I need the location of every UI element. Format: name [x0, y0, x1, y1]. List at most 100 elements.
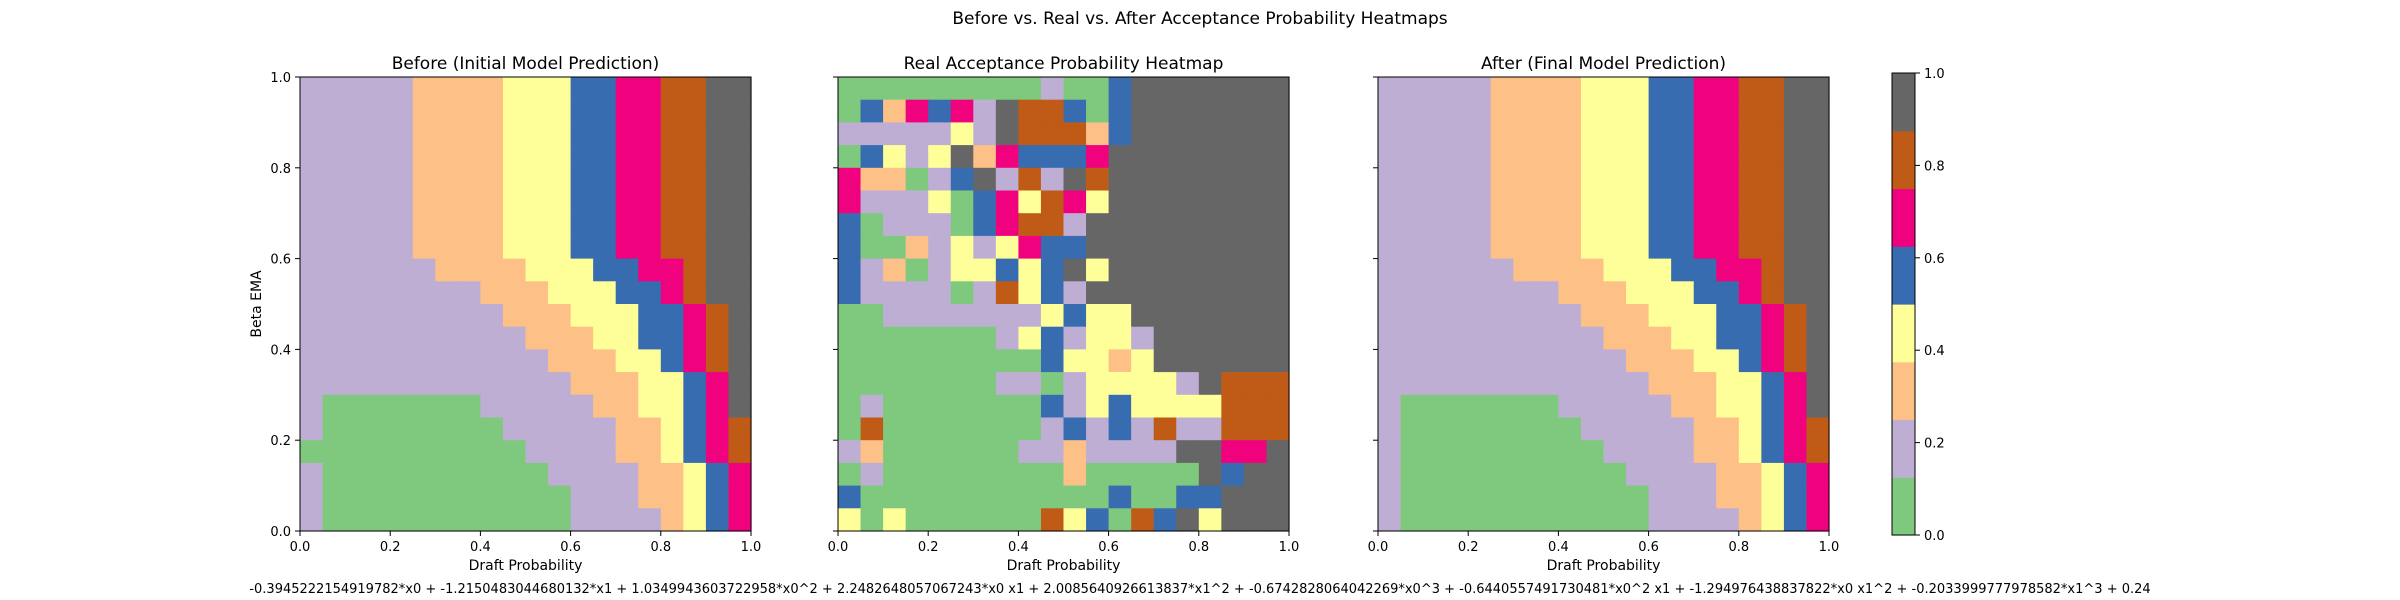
heatmap-cell — [1626, 394, 1650, 419]
heatmap-cell — [1400, 326, 1424, 350]
heatmap-cell — [860, 304, 884, 328]
heatmap-cell — [1671, 326, 1695, 350]
heatmap-cell — [570, 440, 594, 464]
heatmap-cell — [973, 213, 997, 237]
heatmap-cell — [1626, 213, 1650, 237]
heatmap-cell — [638, 349, 662, 373]
heatmap-cell — [1490, 213, 1514, 237]
heatmap-cell — [390, 77, 414, 101]
heatmap-cell — [1243, 394, 1268, 419]
y-axis-label: Beta EMA — [249, 270, 265, 338]
heatmap-cell — [1243, 372, 1268, 396]
heatmap-cell — [593, 462, 617, 487]
heatmap-cell — [1243, 417, 1268, 441]
heatmap-cell — [1738, 394, 1762, 419]
heatmap-cell — [1221, 462, 1245, 487]
heatmap-cell — [995, 122, 1019, 146]
colorbar-tick-label: 0.8 — [1924, 159, 1945, 174]
heatmap-cell — [860, 145, 884, 169]
heatmap-cell — [660, 190, 684, 214]
heatmap-cell — [593, 417, 617, 441]
heatmap-cell — [928, 394, 952, 419]
heatmap-cell — [1018, 485, 1042, 509]
heatmap-cell — [1603, 122, 1627, 146]
heatmap-cell — [705, 258, 730, 282]
heatmap-cell — [683, 485, 707, 509]
heatmap-cell — [838, 508, 862, 532]
heatmap-cell — [1806, 394, 1830, 419]
heatmap-cell — [1671, 99, 1695, 123]
heatmap-cell — [1513, 394, 1537, 419]
heatmap-cell — [995, 77, 1019, 101]
heatmap-cell — [1040, 235, 1065, 260]
heatmap-cell — [525, 372, 549, 396]
heatmap-cell — [1716, 258, 1740, 282]
heatmap-cell — [1243, 349, 1268, 373]
heatmap-cell — [412, 485, 436, 509]
heatmap-cell — [1063, 326, 1087, 350]
y-tick-label: 1.0 — [270, 71, 291, 86]
heatmap-cell — [883, 304, 907, 328]
heatmap-cell — [1648, 326, 1672, 350]
heatmap-cell — [345, 167, 369, 192]
heatmap-cell — [860, 417, 884, 441]
heatmap-cell — [593, 99, 617, 123]
heatmap-cell — [1603, 349, 1627, 373]
heatmap-cell — [457, 349, 481, 373]
heatmap-cell — [1761, 304, 1785, 328]
heatmap-cell — [300, 99, 324, 123]
heatmap-cell — [638, 304, 662, 328]
heatmap-cell — [615, 77, 639, 101]
heatmap-cell — [973, 99, 997, 123]
heatmap-cell — [1086, 258, 1110, 282]
x-tick-label: 0.6 — [1098, 540, 1119, 555]
heatmap-cell — [435, 235, 459, 260]
heatmap-cell — [683, 122, 707, 146]
heatmap-cell — [728, 462, 752, 487]
heatmap-cell — [638, 508, 662, 532]
heatmap-cell — [1490, 258, 1514, 282]
heatmap-cell — [860, 258, 884, 282]
heatmap-cell — [525, 485, 549, 509]
x-tick-label: 0.6 — [1638, 540, 1659, 555]
heatmap-cell — [1580, 122, 1605, 146]
heatmap-cell — [367, 99, 391, 123]
heatmap-cell — [1603, 167, 1627, 192]
heatmap-cell — [1266, 326, 1290, 350]
heatmap-cell — [973, 417, 997, 441]
heatmap-cell — [950, 190, 974, 214]
heatmap-cell — [457, 417, 481, 441]
heatmap-cell — [1468, 508, 1492, 532]
heatmap-cell — [1018, 440, 1042, 464]
heatmap-cell — [1693, 440, 1717, 464]
heatmap-cell — [1400, 281, 1424, 305]
heatmap-cell — [412, 145, 436, 169]
heatmap-cell — [1018, 77, 1042, 101]
heatmap-cell — [1558, 167, 1582, 192]
heatmap-cell — [1535, 145, 1559, 169]
heatmap-cell — [502, 190, 527, 214]
heatmap-cell — [548, 190, 572, 214]
heatmap-cell — [1490, 281, 1514, 305]
heatmap-cell — [950, 77, 974, 101]
heatmap-cell — [502, 235, 527, 260]
heatmap-cell — [1243, 167, 1268, 192]
heatmap-cell — [1266, 167, 1290, 192]
heatmap-cell — [1063, 281, 1087, 305]
heatmap-cell — [1198, 235, 1222, 260]
heatmap-cell — [1738, 77, 1762, 101]
heatmap-cell — [705, 167, 730, 192]
heatmap-cell — [705, 77, 730, 101]
heatmap-cell — [1738, 213, 1762, 237]
heatmap-cell — [1400, 190, 1424, 214]
heatmap-cell — [1738, 485, 1762, 509]
heatmap-cell — [683, 372, 707, 396]
heatmap-cell — [1535, 258, 1559, 282]
heatmap-cell — [345, 508, 369, 532]
heatmap-cell — [525, 235, 549, 260]
heatmap-cell — [1671, 508, 1695, 532]
heatmap-cell — [1693, 213, 1717, 237]
heatmap-cell — [502, 167, 527, 192]
heatmap-cell — [995, 485, 1019, 509]
heatmap-cell — [838, 281, 862, 305]
